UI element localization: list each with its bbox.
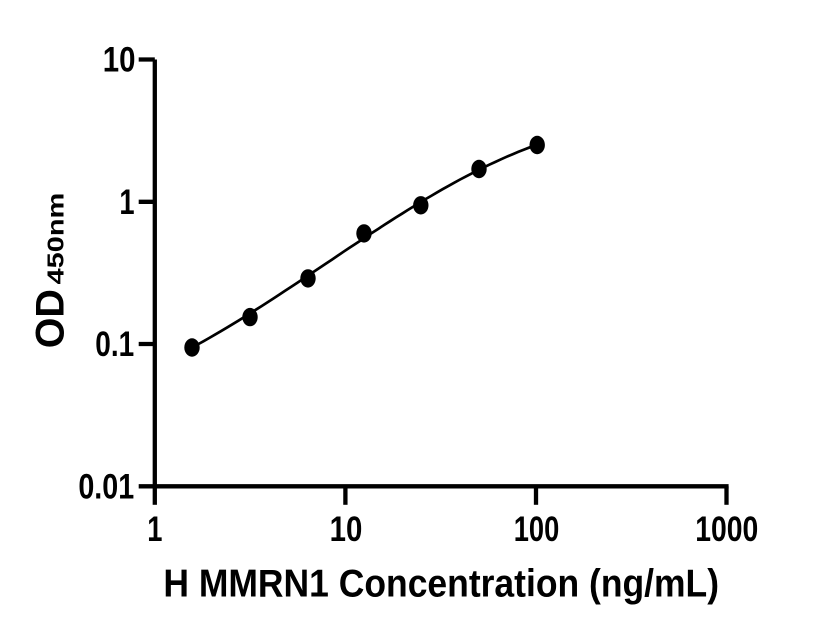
svg-text:0.01: 0.01 (78, 467, 134, 506)
svg-text:0.1: 0.1 (95, 324, 134, 364)
svg-text:10: 10 (330, 510, 363, 549)
svg-text:H MMRN1 Concentration (ng/mL): H MMRN1 Concentration (ng/mL) (163, 561, 719, 605)
svg-text:1: 1 (119, 183, 134, 222)
svg-text:1: 1 (147, 510, 162, 549)
svg-text:OD: OD (29, 289, 73, 348)
svg-text:100: 100 (514, 510, 560, 549)
svg-text:10: 10 (103, 40, 136, 79)
svg-text:450nm: 450nm (42, 193, 68, 285)
svg-text:1000: 1000 (695, 509, 758, 549)
